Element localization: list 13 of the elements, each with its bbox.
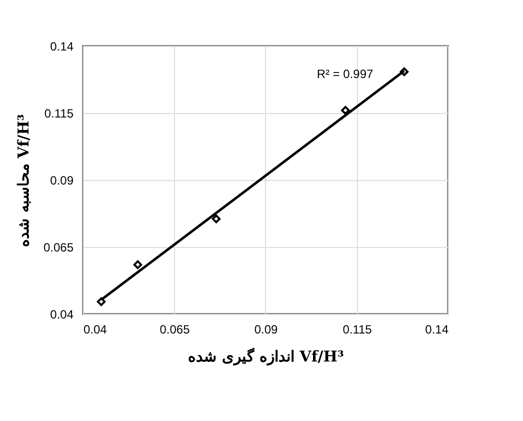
- y-tick-label: 0.115: [44, 106, 74, 120]
- y-tick-label: 0.14: [50, 40, 74, 54]
- y-tick-label: 0.04: [50, 308, 74, 322]
- x-axis-title: اندازه گیری شده Vf/H³: [188, 348, 344, 366]
- x-tick-label: 0.09: [254, 322, 278, 336]
- annotation: R² = 0.997: [316, 67, 374, 81]
- x-tick-label: 0.04: [84, 322, 108, 336]
- x-tick-label: 0.065: [160, 322, 190, 336]
- x-tick-label: 0.14: [425, 322, 449, 336]
- x-tick-label: 0.115: [342, 322, 372, 336]
- y-tick-label: 0.065: [43, 240, 74, 254]
- y-tick-label: 0.09: [50, 174, 74, 188]
- y-axis-title: محاسبه شده Vf/H³: [14, 114, 32, 247]
